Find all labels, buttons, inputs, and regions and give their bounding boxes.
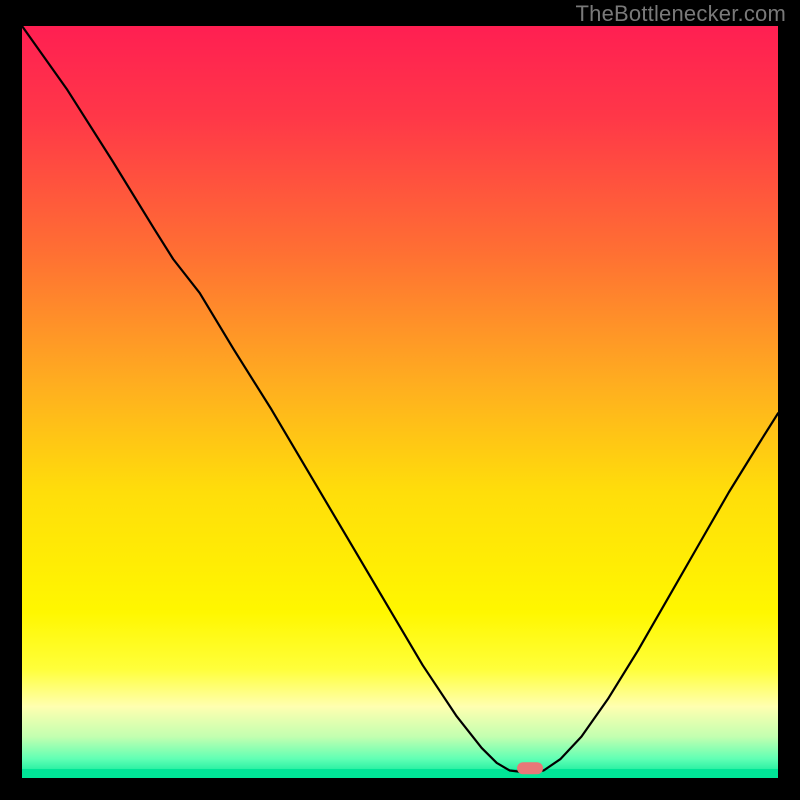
watermark-text: TheBottlenecker.com: [576, 0, 786, 28]
chart-svg: [22, 26, 778, 778]
plot-area: [22, 26, 778, 778]
chart-frame: TheBottlenecker.com: [0, 0, 800, 800]
baseline-band: [22, 769, 778, 778]
optimal-marker: [517, 762, 543, 774]
gradient-background: [22, 26, 778, 778]
